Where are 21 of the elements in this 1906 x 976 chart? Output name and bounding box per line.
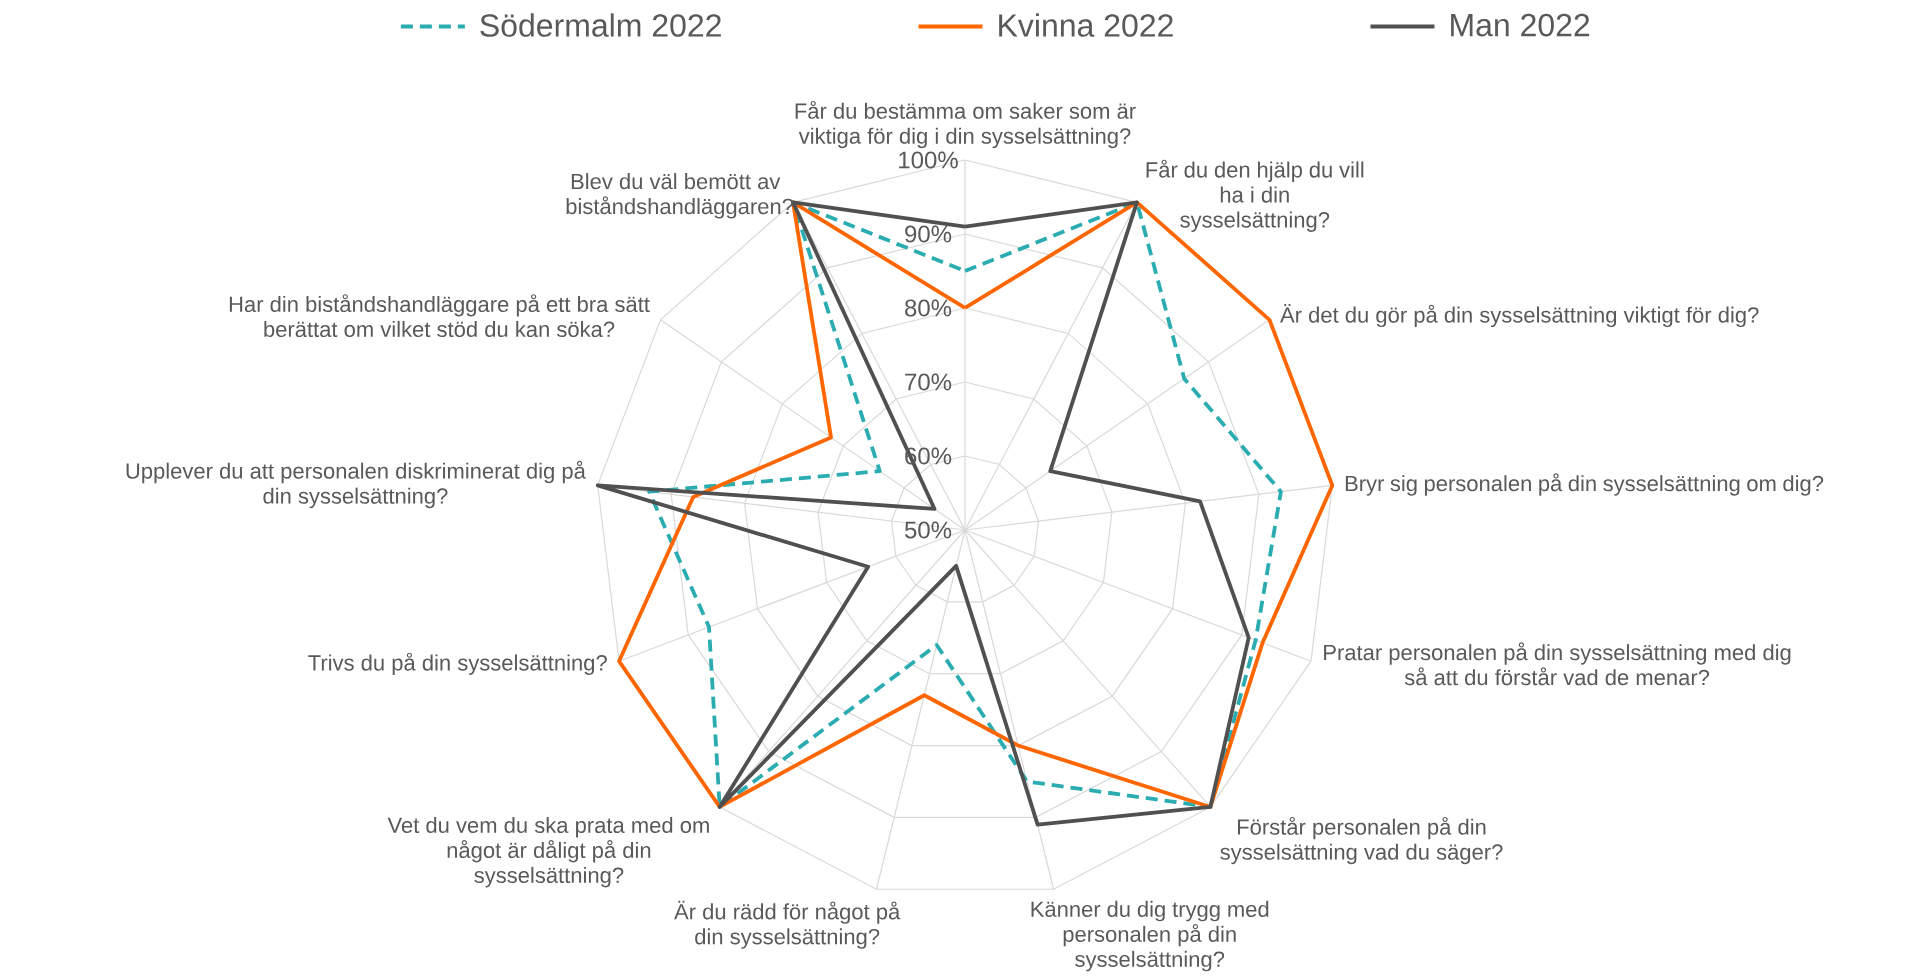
- spoke-label: Får du den hjälp du vill ha i din sysselsättning?: [1146, 159, 1364, 232]
- spoke-label: Pratar personalen på din sysselsättning med dig så att du förstår vad de menar?: [1324, 642, 1791, 686]
- spoke-label: Får du bestämma om saker som är viktiga för dig i din sysselsättning?: [795, 100, 1136, 149]
- y-tick-label: 50%: [904, 521, 952, 539]
- y-tick-label: 90%: [905, 225, 952, 243]
- legend-label: Södermalm 2022: [480, 13, 721, 37]
- spoke-label: Har din biståndshandläggare på ett bra sätt berättat om vilket stöd du kan söka?: [229, 294, 650, 338]
- legend-label: Man 2022: [1451, 13, 1590, 37]
- y-tick-label: 100%: [899, 151, 958, 169]
- legend-label: Kvinna 2022: [999, 13, 1173, 37]
- spoke-label: Upplever du att personalen diskriminerat dig på din sysselsättning?: [126, 460, 586, 509]
- y-tick-label: 70%: [905, 373, 952, 391]
- spoke-label: Känner du dig trygg med personalen på din sysselsättning?: [1031, 900, 1269, 972]
- spoke-label: Trivs du på din sysselsättning?: [308, 652, 607, 675]
- spoke-label: Bryr sig personalen på din sysselsättning om dig?: [1345, 473, 1824, 496]
- spoke-label: Vet du vem du ska prata med om något är dåligt på din sysselsättning?: [387, 816, 709, 888]
- spoke-label: Är du rädd för något på din sysselsättning?: [674, 900, 901, 949]
- spoke-label: Blev du väl bemött av biståndshandläggaren?: [566, 173, 794, 219]
- y-tick-label: 80%: [905, 299, 952, 317]
- spoke-label: Är det du gör på din sysselsättning viktigt för dig?: [1280, 304, 1759, 328]
- spoke-label: Förstår personalen på din sysselsättning vad du säger?: [1220, 816, 1503, 865]
